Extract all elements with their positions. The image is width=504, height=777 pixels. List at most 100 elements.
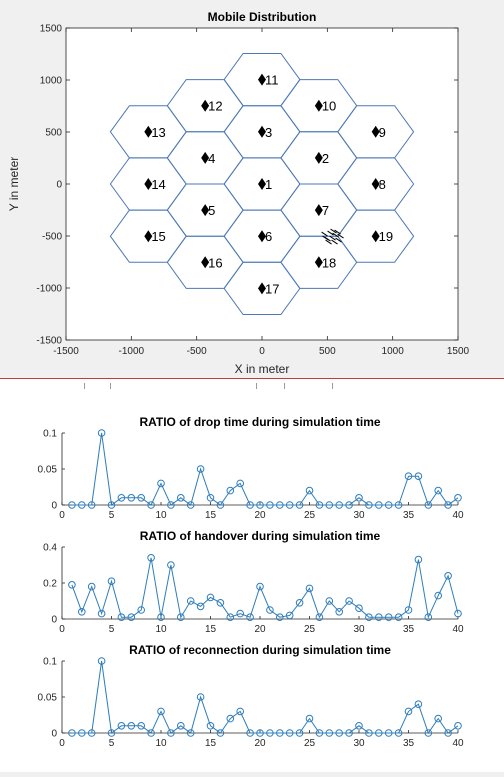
x-tick-label: 5 xyxy=(109,738,115,749)
cell-label: 11 xyxy=(265,73,279,88)
data-point xyxy=(424,501,433,509)
x-tick-label: 1500 xyxy=(447,346,470,357)
data-point xyxy=(68,729,76,737)
base-station-marker xyxy=(371,178,380,190)
base-station-marker xyxy=(201,204,210,217)
data-point xyxy=(78,501,86,509)
x-tick-label: -1500 xyxy=(53,346,79,357)
mobile-mark xyxy=(332,232,339,238)
chart-title: Mobile Distribution xyxy=(208,10,317,24)
data-point xyxy=(365,613,373,621)
x-tick-label: 40 xyxy=(452,510,464,521)
data-point xyxy=(444,572,452,580)
base-station-marker xyxy=(201,151,210,164)
data-point xyxy=(285,729,294,737)
data-point xyxy=(256,501,264,509)
data-point xyxy=(246,729,254,737)
x-tick-label: 10 xyxy=(155,510,167,521)
data-point xyxy=(236,609,244,618)
data-point xyxy=(68,501,76,509)
x-tick-label: 10 xyxy=(155,738,167,749)
data-point xyxy=(434,591,443,600)
data-point xyxy=(355,604,363,612)
figure-separator-strip xyxy=(0,379,504,389)
data-point xyxy=(335,608,344,616)
x-tick-label: 0 xyxy=(59,624,65,635)
chart-title: RATIO of reconnection during simulation … xyxy=(129,643,391,657)
ratio-figure: RATIO of drop time during simulation tim… xyxy=(0,389,504,772)
data-point xyxy=(345,597,353,605)
x-tick-label: 25 xyxy=(304,510,316,521)
cell-label: 5 xyxy=(208,203,215,218)
x-tick-label: 15 xyxy=(205,624,217,635)
data-point xyxy=(117,494,126,502)
data-point xyxy=(206,494,215,502)
data-point xyxy=(335,729,344,737)
data-point xyxy=(325,729,334,737)
data-point xyxy=(147,729,155,737)
cell-label: 12 xyxy=(208,99,222,114)
base-station-marker xyxy=(201,256,210,269)
y-tick-label: 0.1 xyxy=(43,657,57,668)
cell-label: 8 xyxy=(379,177,386,192)
data-point xyxy=(216,501,225,509)
x-tick-label: 25 xyxy=(304,738,316,749)
cell-label: 3 xyxy=(265,125,272,140)
mobile-mark xyxy=(322,235,329,241)
data-point xyxy=(127,613,136,621)
y-tick-label: 1000 xyxy=(40,76,63,87)
base-station-marker xyxy=(258,73,266,86)
data-point xyxy=(117,722,126,730)
base-station-marker xyxy=(144,230,153,243)
x-tick-label: 5 xyxy=(109,510,115,521)
cell-label: 9 xyxy=(379,125,386,140)
data-point xyxy=(404,472,413,480)
data-point xyxy=(345,501,353,509)
data-point xyxy=(196,693,205,701)
data-point xyxy=(226,714,235,723)
data-point xyxy=(315,613,324,621)
x-tick-label: -500 xyxy=(187,346,207,357)
data-point xyxy=(256,582,264,591)
data-point xyxy=(127,722,136,730)
data-point xyxy=(375,501,383,509)
mobile-mark xyxy=(330,228,337,234)
data-point xyxy=(394,501,403,509)
data-point xyxy=(256,729,264,737)
data-point xyxy=(285,501,294,509)
data-point xyxy=(196,602,205,611)
base-station-marker xyxy=(371,125,380,138)
data-point xyxy=(424,613,433,621)
series-line xyxy=(71,660,459,735)
data-point xyxy=(78,729,86,737)
base-station-marker xyxy=(258,125,266,138)
data-point xyxy=(147,501,155,509)
data-point xyxy=(206,722,215,730)
data-point xyxy=(315,729,324,737)
data-point xyxy=(216,729,225,737)
chart-title: RATIO of handover during simulation time xyxy=(140,529,381,543)
y-tick-label: 0.4 xyxy=(43,543,57,554)
data-point xyxy=(177,494,185,502)
data-point xyxy=(236,707,244,716)
x-tick-label: 5 xyxy=(109,624,115,635)
x-tick-label: 15 xyxy=(205,510,217,521)
data-point xyxy=(157,613,165,621)
x-tick-label: 25 xyxy=(304,624,316,635)
cell-label: 17 xyxy=(265,281,279,296)
y-tick-label: 0.05 xyxy=(38,693,58,704)
data-point xyxy=(87,582,96,591)
y-tick-label: -1500 xyxy=(36,336,62,347)
data-point xyxy=(276,501,284,509)
data-point xyxy=(444,501,452,509)
x-tick-label: 40 xyxy=(452,738,464,749)
data-point xyxy=(226,613,235,621)
data-point xyxy=(384,501,393,509)
data-point xyxy=(157,479,165,488)
data-point xyxy=(454,722,462,730)
y-tick-label: 0 xyxy=(56,180,62,191)
data-point xyxy=(236,479,244,488)
base-station-marker xyxy=(314,204,323,217)
data-point xyxy=(276,729,284,737)
